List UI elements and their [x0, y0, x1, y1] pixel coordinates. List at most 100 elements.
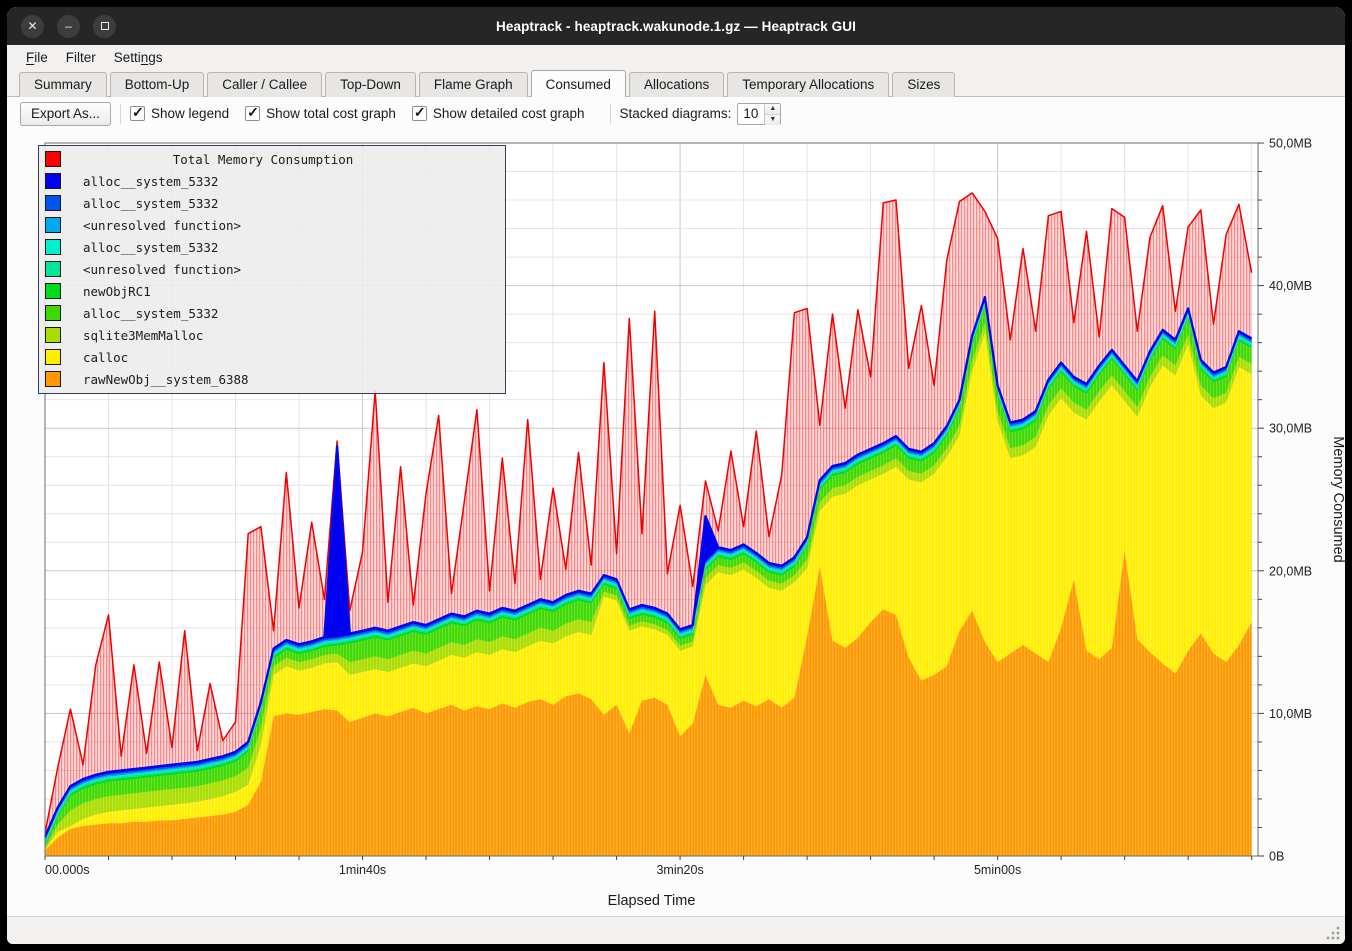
- toolbar: Export As... Show legend Show total cost …: [7, 97, 1345, 130]
- checkbox-label: Show detailed cost graph: [432, 106, 585, 121]
- close-button[interactable]: ✕: [21, 14, 44, 38]
- checkbox-icon[interactable]: [411, 104, 427, 121]
- window-title: Heaptrack - heaptrack.wakunode.1.gz — He…: [496, 18, 856, 34]
- stacked-diagrams-group: Stacked diagrams: 10 ▲ ▼: [619, 102, 782, 125]
- checkbox-icon[interactable]: [130, 104, 146, 121]
- legend-swatch: [45, 239, 61, 255]
- legend-swatch: [45, 283, 61, 299]
- title-bar: ✕ – Heaptrack - heaptrack.wakunode.1.gz …: [7, 7, 1345, 45]
- toolbar-checkboxes: Show legend Show total cost graph Show det…: [130, 104, 601, 121]
- minimize-button[interactable]: –: [57, 14, 80, 38]
- tab-top-down[interactable]: Top-Down: [325, 72, 416, 97]
- tab-bar: Summary Bottom-Up Caller / Callee Top-Down F…: [7, 69, 1345, 97]
- legend-item: <unresolved function>: [39, 214, 505, 236]
- legend-item: calloc: [39, 346, 505, 368]
- legend-label: alloc__system_5332: [83, 173, 219, 189]
- spin-buttons: ▲ ▼: [764, 103, 781, 125]
- x-tick-label: 1min40s: [339, 863, 386, 877]
- plot-frame: [44, 142, 1259, 857]
- band-stripes: [45, 322, 1252, 850]
- legend-label: <unresolved function>: [83, 261, 242, 277]
- stacked-diagrams-value[interactable]: 10: [743, 105, 759, 121]
- maximize-icon: [100, 22, 109, 30]
- tab-allocations[interactable]: Allocations: [628, 72, 725, 97]
- resize-grip-icon[interactable]: [1326, 926, 1340, 940]
- tab-summary[interactable]: Summary: [19, 72, 107, 97]
- checkbox-icon[interactable]: [245, 104, 261, 121]
- legend-label: rawNewObj__system_6388: [83, 371, 249, 387]
- stack-top-line: [43, 295, 1253, 838]
- checkbox-label: Show total cost graph: [266, 106, 396, 121]
- x-tick-label: 3min20s: [656, 863, 703, 877]
- menu-item-settings[interactable]: Settings: [113, 49, 163, 65]
- maximize-button[interactable]: [93, 14, 116, 38]
- legend-item: alloc__system_5332: [39, 192, 505, 214]
- legend-label: calloc: [83, 349, 129, 365]
- x-axis-title: Elapsed Time: [608, 893, 696, 909]
- menu-bar: File Filter Settings: [7, 45, 1345, 69]
- spin-down-icon[interactable]: ▼: [765, 114, 781, 125]
- tab-sizes[interactable]: Sizes: [892, 72, 956, 97]
- tab-temporary-allocations[interactable]: Temporary Allocations: [727, 72, 890, 97]
- stacked-diagrams-spinbox[interactable]: 10 ▲ ▼: [737, 102, 782, 125]
- legend-swatch: [45, 305, 61, 321]
- total-consumption-line: [44, 192, 1253, 834]
- legend-swatch: [45, 371, 61, 387]
- legend-item: alloc__system_5332: [39, 236, 505, 258]
- tab-consumed[interactable]: Consumed: [530, 70, 626, 97]
- y-axis-title: Memory Consumed: [1330, 436, 1345, 563]
- menu-item-file[interactable]: File: [26, 49, 48, 65]
- checkbox-label: Show legend: [151, 106, 230, 121]
- memory-consumption-plot[interactable]: 00.000s 1min40s 3min20s 5min00s 0B 10,0MB 20,0…: [7, 130, 1345, 916]
- tab-bottom-up[interactable]: Bottom-Up: [109, 72, 205, 97]
- x-tick-label: 5min00s: [974, 863, 1021, 877]
- tab-flame-graph[interactable]: Flame Graph: [418, 72, 528, 97]
- checkbox-show-legend[interactable]: Show legend: [130, 104, 230, 121]
- legend-label: newObjRC1: [83, 283, 151, 299]
- band-stripes: [45, 307, 1252, 849]
- y-tick-label: 0B: [1269, 850, 1284, 864]
- window-bottom-strip: [7, 916, 1345, 944]
- legend-title: Total Memory Consumption: [172, 151, 354, 167]
- x-tick-label: 00.000s: [45, 863, 89, 877]
- menu-item-filter[interactable]: Filter: [65, 49, 96, 65]
- legend-label: alloc__system_5332: [83, 239, 219, 255]
- legend-label: alloc__system_5332: [83, 195, 219, 211]
- chart-legend: Total Memory Consumption alloc__system_53…: [38, 145, 506, 394]
- checkbox-show-detailed-cost-graph[interactable]: Show detailed cost graph: [411, 104, 585, 121]
- heaptrack-window: ✕ – Heaptrack - heaptrack.wakunode.1.gz …: [7, 7, 1345, 944]
- legend-label: alloc__system_5332: [83, 305, 219, 321]
- checkbox-show-total-cost-graph[interactable]: Show total cost graph: [245, 104, 396, 121]
- legend-label: sqlite3MemMalloc: [83, 327, 204, 343]
- legend-swatch: [45, 217, 61, 233]
- legend-swatch: [45, 195, 61, 211]
- toolbar-separator: [120, 103, 122, 124]
- legend-swatch: [45, 327, 61, 343]
- legend-item: alloc__system_5332: [39, 302, 505, 324]
- consumed-chart[interactable]: 00.000s 1min40s 3min20s 5min00s 0B 10,0MB 20,0…: [7, 130, 1345, 916]
- band-stripes: [45, 332, 1252, 851]
- spin-up-icon[interactable]: ▲: [765, 103, 781, 115]
- y-tick-label: 10,0MB: [1269, 707, 1312, 721]
- legend-item: rawNewObj__system_6388: [39, 368, 505, 390]
- legend-item: alloc__system_5332: [39, 170, 505, 192]
- legend-swatch: [45, 261, 61, 277]
- legend-swatch: [45, 173, 61, 189]
- stacked-diagrams-label: Stacked diagrams:: [619, 106, 732, 121]
- y-tick-label: 20,0MB: [1269, 564, 1312, 578]
- tab-caller-callee[interactable]: Caller / Callee: [207, 72, 323, 97]
- toolbar-separator: [609, 103, 611, 124]
- band-stripes: [45, 550, 1252, 856]
- y-tick-label: 30,0MB: [1269, 422, 1312, 436]
- legend-item: <unresolved function>: [39, 258, 505, 280]
- window-controls: ✕ –: [21, 14, 116, 38]
- legend-item: sqlite3MemMalloc: [39, 324, 505, 346]
- y-tick-label: 40,0MB: [1269, 279, 1312, 293]
- legend-title-row: Total Memory Consumption: [39, 148, 505, 170]
- legend-swatch-total: [45, 151, 61, 167]
- legend-item: newObjRC1: [39, 280, 505, 302]
- legend-label: <unresolved function>: [83, 217, 242, 233]
- y-tick-label: 50,0MB: [1269, 137, 1312, 151]
- legend-swatch: [45, 349, 61, 365]
- export-as-button[interactable]: Export As...: [20, 101, 112, 126]
